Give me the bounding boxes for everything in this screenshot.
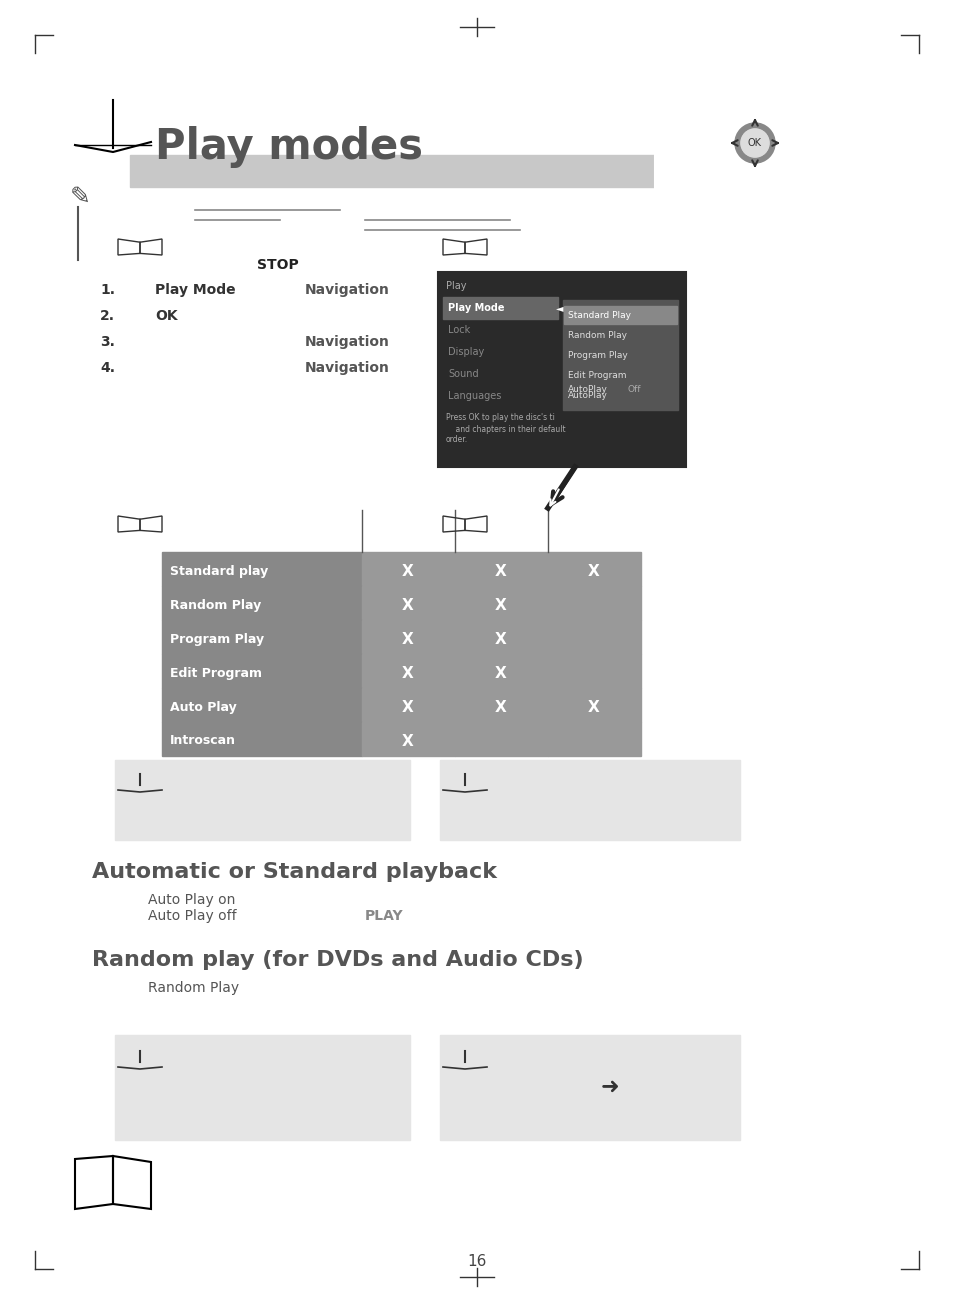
Bar <box>130 155 824 186</box>
Text: X: X <box>495 665 506 681</box>
Bar <box>361 552 455 585</box>
Text: Automatic or Standard playback: Automatic or Standard playback <box>91 862 497 882</box>
Text: Standard play: Standard play <box>170 565 268 578</box>
Bar <box>439 760 740 840</box>
Text: X: X <box>495 563 506 579</box>
Text: X: X <box>402 631 414 647</box>
Text: and chapters in their default: and chapters in their default <box>446 425 565 433</box>
Bar <box>655 87 869 198</box>
Bar <box>455 722 547 756</box>
Circle shape <box>740 129 768 156</box>
Text: Lock: Lock <box>448 325 470 335</box>
Text: X: X <box>587 563 599 579</box>
Bar <box>361 689 455 722</box>
Text: X: X <box>495 597 506 613</box>
Bar <box>162 585 361 619</box>
Text: Play Mode: Play Mode <box>448 303 504 313</box>
Text: PLAY: PLAY <box>365 909 403 923</box>
Text: Navigation: Navigation <box>305 361 390 376</box>
Text: 3.: 3. <box>100 335 114 349</box>
Bar <box>437 273 685 467</box>
Text: Auto Play on: Auto Play on <box>148 893 235 908</box>
Bar <box>162 655 361 689</box>
Text: Navigation: Navigation <box>305 283 390 297</box>
Bar <box>162 689 361 722</box>
Bar <box>455 552 547 585</box>
Bar <box>439 1035 740 1140</box>
Text: ➜: ➜ <box>600 1077 618 1097</box>
Bar <box>547 722 640 756</box>
Text: Off: Off <box>627 385 640 394</box>
Text: Random play (for DVDs and Audio CDs): Random play (for DVDs and Audio CDs) <box>91 951 583 970</box>
Text: X: X <box>402 563 414 579</box>
Text: 2.: 2. <box>100 309 115 323</box>
Text: Random Play: Random Play <box>567 330 626 339</box>
Bar <box>115 760 410 840</box>
Bar <box>455 655 547 689</box>
Text: Random Play: Random Play <box>148 981 239 995</box>
Text: Play modes: Play modes <box>154 126 422 168</box>
Bar <box>562 300 678 409</box>
Text: Auto Play off: Auto Play off <box>148 909 236 923</box>
Text: X: X <box>495 631 506 647</box>
Text: ◄: ◄ <box>556 303 563 313</box>
Bar <box>455 585 547 619</box>
Bar <box>547 655 640 689</box>
Text: 16: 16 <box>467 1254 486 1270</box>
Bar <box>162 510 641 756</box>
Text: X: X <box>402 597 414 613</box>
Text: OK: OK <box>154 309 177 323</box>
Text: Edit Program: Edit Program <box>567 370 626 379</box>
Text: Play Mode: Play Mode <box>154 283 235 297</box>
Text: Play: Play <box>446 280 466 291</box>
Bar <box>361 619 455 655</box>
Bar <box>361 722 455 756</box>
Bar <box>563 306 677 323</box>
Text: Navigation: Navigation <box>305 335 390 349</box>
Text: Display: Display <box>448 347 484 357</box>
Text: Program Play: Program Play <box>567 351 627 360</box>
Circle shape <box>740 129 768 156</box>
Bar <box>547 585 640 619</box>
Text: Auto Play: Auto Play <box>170 700 236 713</box>
Text: 1.: 1. <box>100 283 115 297</box>
Bar <box>361 655 455 689</box>
Text: X: X <box>402 665 414 681</box>
Text: OK: OK <box>747 138 761 147</box>
Text: order.: order. <box>446 436 468 445</box>
Text: X: X <box>587 699 599 715</box>
Bar <box>162 722 361 756</box>
Text: X: X <box>402 699 414 715</box>
Text: ✎: ✎ <box>70 185 91 209</box>
Text: Program Play: Program Play <box>170 632 264 645</box>
Text: Edit Program: Edit Program <box>170 666 262 679</box>
Bar <box>547 552 640 585</box>
Bar <box>455 689 547 722</box>
Text: 4.: 4. <box>100 361 115 376</box>
Circle shape <box>734 123 774 163</box>
Text: Languages: Languages <box>448 391 501 402</box>
Bar <box>442 297 558 319</box>
Text: AutoPlay: AutoPlay <box>567 390 607 399</box>
Text: STOP: STOP <box>257 258 298 273</box>
Text: Standard Play: Standard Play <box>567 310 630 319</box>
Bar <box>162 510 641 552</box>
Bar <box>162 552 361 585</box>
Text: AutoPlay: AutoPlay <box>567 385 607 394</box>
Bar <box>115 1035 410 1140</box>
Text: Introscan: Introscan <box>170 734 235 747</box>
Text: X: X <box>495 699 506 715</box>
Text: Sound: Sound <box>448 369 478 379</box>
Bar <box>455 619 547 655</box>
Bar <box>547 619 640 655</box>
Text: Random Play: Random Play <box>170 599 261 612</box>
Text: Press OK to play the disc's ti: Press OK to play the disc's ti <box>446 413 555 422</box>
Bar <box>361 585 455 619</box>
Text: X: X <box>402 733 414 748</box>
Bar <box>547 689 640 722</box>
Bar <box>162 619 361 655</box>
